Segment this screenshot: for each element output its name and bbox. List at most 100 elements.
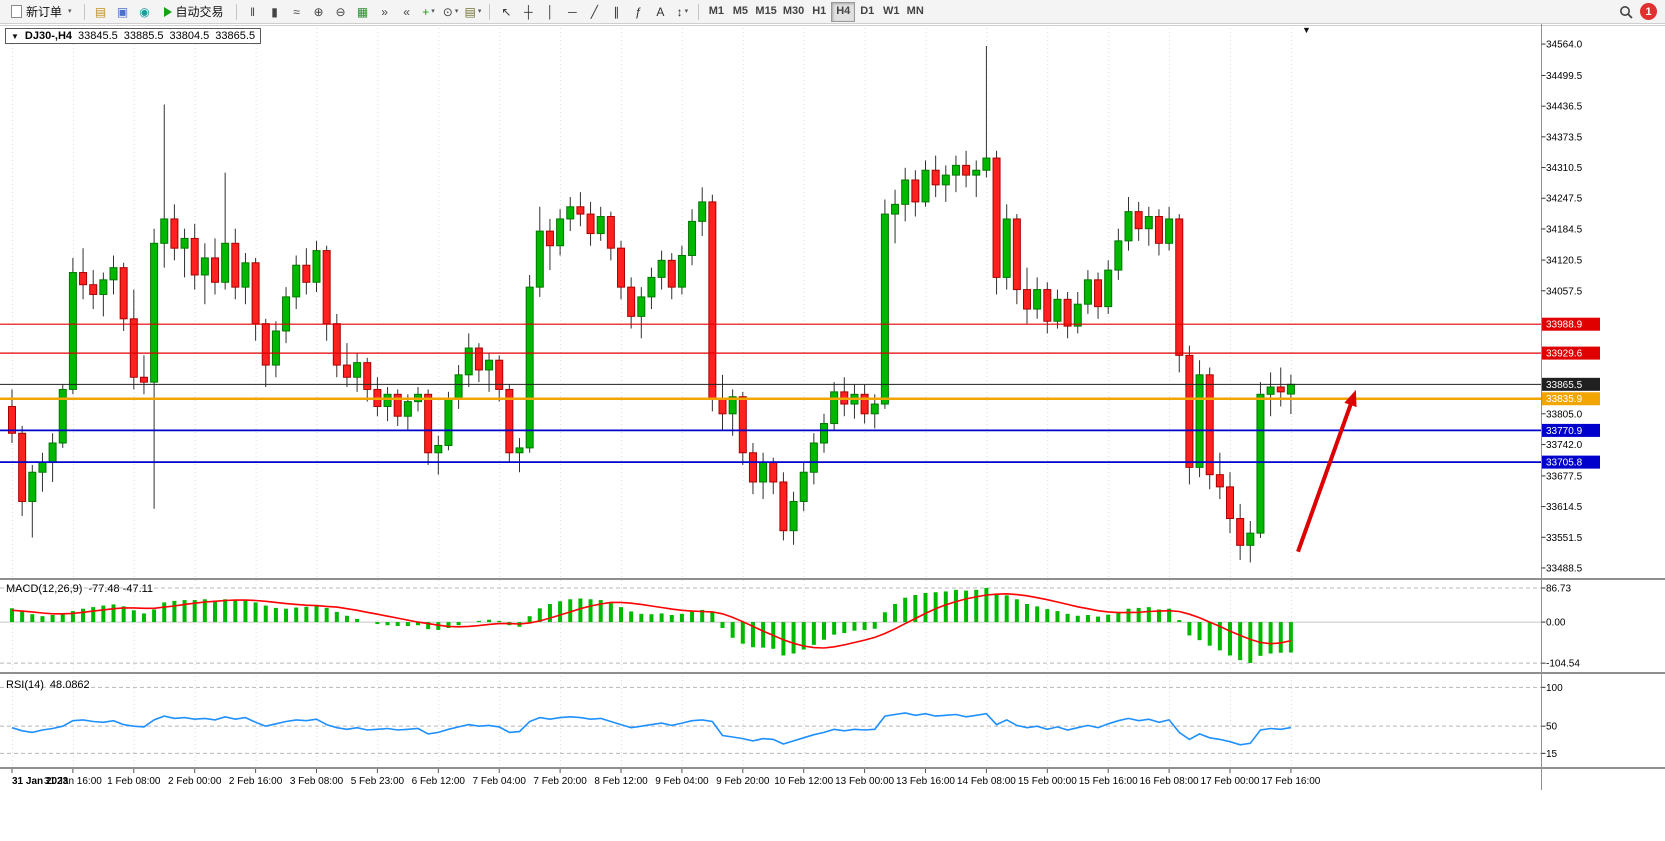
- zoom-out-button[interactable]: ⊖: [330, 2, 352, 22]
- toolbar-separator: [489, 3, 491, 20]
- svg-text:34057.5: 34057.5: [1546, 286, 1583, 297]
- chart-symbol-period: DJ30-,H4: [24, 30, 72, 42]
- search-button[interactable]: [1615, 2, 1637, 22]
- chart-shift-button[interactable]: «: [396, 2, 418, 22]
- svg-text:33551.5: 33551.5: [1546, 533, 1583, 544]
- price-tags[interactable]: 33988.9 33929.6 33865.5 33835.9 33770.9 33705…: [1542, 317, 1600, 469]
- trendline-icon: ╱: [590, 4, 599, 19]
- notification-badge[interactable]: 1: [1640, 3, 1657, 20]
- bar-chart-button[interactable]: ‖: [242, 2, 264, 22]
- trend-arrow[interactable]: [1296, 389, 1357, 553]
- macd-signal-line: [11, 592, 1292, 649]
- toolbar-separator: [235, 3, 237, 20]
- templates-button[interactable]: ▤ ▾: [462, 2, 485, 22]
- svg-text:13 Feb 16:00: 13 Feb 16:00: [896, 776, 955, 787]
- timeframe-d1-button[interactable]: D1: [855, 2, 879, 22]
- new-order-button[interactable]: 新订单 ▾: [4, 2, 79, 22]
- terminal-button[interactable]: ◉: [134, 2, 156, 22]
- macd-values: -77.48 -47.11: [88, 583, 154, 595]
- svg-text:3 Feb 08:00: 3 Feb 08:00: [290, 776, 344, 787]
- line-chart-button[interactable]: ≈: [286, 2, 308, 22]
- timeframe-m30-button[interactable]: M30: [780, 2, 807, 22]
- vertical-line-button[interactable]: │: [539, 2, 561, 22]
- ohlc-low: 33804.5: [169, 30, 210, 42]
- price-tag-33770.9[interactable]: 33770.9: [1542, 423, 1600, 437]
- chart-end-marker-icon[interactable]: ▼: [1302, 25, 1311, 35]
- horizontal-line-icon: ─: [568, 4, 577, 19]
- channel-button[interactable]: ∥: [605, 2, 627, 22]
- chevron-down-icon: ▾: [684, 8, 689, 15]
- timeframe-h1-button[interactable]: H1: [807, 2, 831, 22]
- timeframe-mn-button[interactable]: MN: [903, 2, 927, 22]
- timeframe-m1-button[interactable]: M1: [704, 2, 728, 22]
- timeframe-m15-button[interactable]: M15: [752, 2, 779, 22]
- fibonacci-button[interactable]: ƒ: [627, 2, 649, 22]
- horizontal-line-button[interactable]: ─: [561, 2, 583, 22]
- timeframe-group: M1 M5 M15 M30 H1 H4 D1 W1 MN: [704, 1, 927, 22]
- price-tag-33929.6[interactable]: 33929.6: [1542, 346, 1600, 360]
- price-tag-33988.9[interactable]: 33988.9: [1542, 317, 1600, 331]
- svg-text:1 Feb 08:00: 1 Feb 08:00: [107, 776, 161, 787]
- tile-windows-button[interactable]: ▦: [352, 2, 374, 22]
- periods-button[interactable]: ⊙ ▾: [440, 2, 462, 22]
- zoom-out-icon: ⊖: [335, 4, 346, 19]
- price-tag-33835.9[interactable]: 33835.9: [1542, 392, 1600, 406]
- svg-text:2 Feb 16:00: 2 Feb 16:00: [229, 776, 283, 787]
- svg-text:31 Jan 2023: 31 Jan 2023: [12, 776, 69, 787]
- cursor-button[interactable]: ↖: [495, 2, 517, 22]
- panel-separators[interactable]: [0, 24, 1665, 790]
- price-axis[interactable]: 34564.0 34499.5 34436.5 34373.5 34310.5 34247…: [1541, 40, 1583, 575]
- zoom-in-icon: ⊕: [313, 4, 324, 19]
- svg-text:33488.5: 33488.5: [1546, 563, 1583, 574]
- svg-text:33677.5: 33677.5: [1546, 471, 1583, 482]
- search-icon: [1620, 5, 1633, 19]
- one-click-trading-icon[interactable]: ▼: [11, 31, 19, 41]
- auto-trading-button[interactable]: 自动交易: [157, 2, 231, 22]
- price-tag-33705.8[interactable]: 33705.8: [1542, 455, 1600, 469]
- svg-text:10 Feb 12:00: 10 Feb 12:00: [774, 776, 833, 787]
- auto-scroll-icon: »: [381, 4, 388, 19]
- timeframe-h4-button[interactable]: H4: [831, 1, 856, 22]
- svg-text:15 Feb 00:00: 15 Feb 00:00: [1018, 776, 1077, 787]
- crosshair-button[interactable]: ┼: [517, 2, 539, 22]
- svg-text:5 Feb 23:00: 5 Feb 23:00: [351, 776, 405, 787]
- auto-scroll-button[interactable]: »: [374, 2, 396, 22]
- svg-text:33865.5: 33865.5: [1546, 380, 1583, 391]
- new-order-icon: [11, 5, 22, 18]
- svg-text:33988.9: 33988.9: [1546, 320, 1583, 331]
- chevron-down-icon: ▾: [431, 8, 435, 15]
- zoom-in-button[interactable]: ⊕: [308, 2, 330, 22]
- svg-text:33835.9: 33835.9: [1546, 394, 1583, 405]
- market-watch-button[interactable]: ▤: [90, 2, 112, 22]
- navigator-button[interactable]: ▣: [112, 2, 134, 22]
- timeframe-m5-button[interactable]: M5: [728, 2, 752, 22]
- text-icon: A: [656, 4, 665, 19]
- svg-text:33805.0: 33805.0: [1546, 409, 1583, 420]
- new-order-label: 新订单: [26, 4, 63, 19]
- arrows-button[interactable]: ↕ ▾: [671, 2, 693, 22]
- svg-text:100: 100: [1546, 683, 1563, 694]
- candlestick-chart-icon: ▮: [271, 4, 278, 19]
- navigator-icon: ▣: [116, 4, 129, 19]
- trendline-button[interactable]: ╱: [583, 2, 605, 22]
- svg-text:33742.0: 33742.0: [1546, 440, 1583, 451]
- svg-text:17 Feb 16:00: 17 Feb 16:00: [1261, 776, 1320, 787]
- macd-histogram: [10, 587, 1293, 663]
- indicators-add-button[interactable]: + ▾: [418, 2, 440, 22]
- terminal-icon: ◉: [139, 4, 150, 19]
- ohlc-high: 33885.5: [123, 30, 164, 42]
- svg-text:8 Feb 12:00: 8 Feb 12:00: [594, 776, 648, 787]
- candlestick-chart-button[interactable]: ▮: [264, 2, 286, 22]
- timeframe-w1-button[interactable]: W1: [879, 2, 903, 22]
- chart-area[interactable]: 34564.0 34499.5 34436.5 34373.5 34310.5 34247…: [0, 24, 1665, 841]
- line-chart-icon: ≈: [293, 4, 300, 19]
- rsi-name: RSI(14): [6, 679, 44, 691]
- toolbar: 新订单 ▾ ▤ ▣ ◉ 自动交易 ‖ ▮ ≈ ⊕ ⊖ ▦ » «+ ▾ ⊙ ▾ ▤ ▾ ↖ ┼ │ ─ ╱ ∥ ƒ A ↕ ▾…: [0, 0, 1665, 24]
- price-tag-33865.5[interactable]: 33865.5: [1542, 377, 1600, 391]
- text-button[interactable]: A: [649, 2, 671, 22]
- svg-text:7 Feb 04:00: 7 Feb 04:00: [473, 776, 527, 787]
- price-chart: 34564.0 34499.5 34436.5 34373.5 34310.5 34247…: [0, 24, 1665, 790]
- svg-text:50: 50: [1546, 722, 1558, 733]
